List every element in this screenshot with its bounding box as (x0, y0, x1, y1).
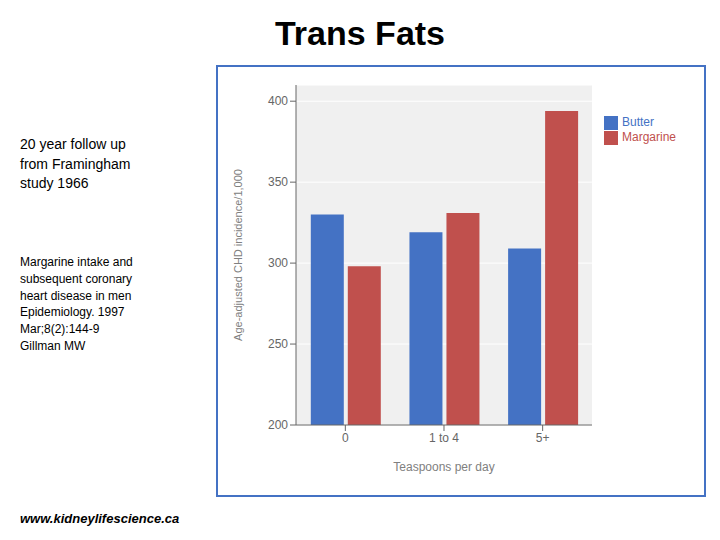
html-text:Margarine: Margarine (622, 129, 676, 144)
svg-text:400: 400 (268, 94, 288, 108)
html-text:from Framingham: from Framingham (20, 155, 131, 172)
svg-text:5+: 5+ (536, 431, 550, 445)
html-text:Epidemiology. 1997: Epidemiology. 1997 (20, 305, 125, 320)
html-text:Gillman MW: Gillman MW (20, 339, 86, 353)
svg-text:300: 300 (268, 256, 288, 270)
html-text:study 1966: study 1966 (20, 175, 89, 192)
html-text:heart disease in men: heart disease in men (20, 288, 132, 303)
html-text:subsequent coronary: subsequent coronary (20, 271, 133, 286)
html-text:www.kidneylifescience.ca: www.kidneylifescience.ca (20, 511, 180, 526)
svg-text:200: 200 (268, 418, 288, 432)
svg-text:Age-adjusted CHD incidence/1,0: Age-adjusted CHD incidence/1,000 (232, 169, 244, 341)
html-text:Trans Fats: Trans Fats (275, 14, 445, 52)
html-text:Butter: Butter (622, 115, 654, 129)
svg-text:1 to 4: 1 to 4 (429, 431, 459, 445)
html-text:20 year follow up: 20 year follow up (20, 136, 126, 152)
svg-text:250: 250 (268, 337, 288, 351)
html-text:Margarine intake and: Margarine intake and (20, 255, 133, 269)
svg-text:0: 0 (342, 431, 349, 445)
svg-text:350: 350 (268, 175, 288, 189)
html-text:Mar;8(2):144-9: Mar;8(2):144-9 (20, 322, 100, 337)
svg-text:Teaspoons per day: Teaspoons per day (393, 460, 494, 474)
